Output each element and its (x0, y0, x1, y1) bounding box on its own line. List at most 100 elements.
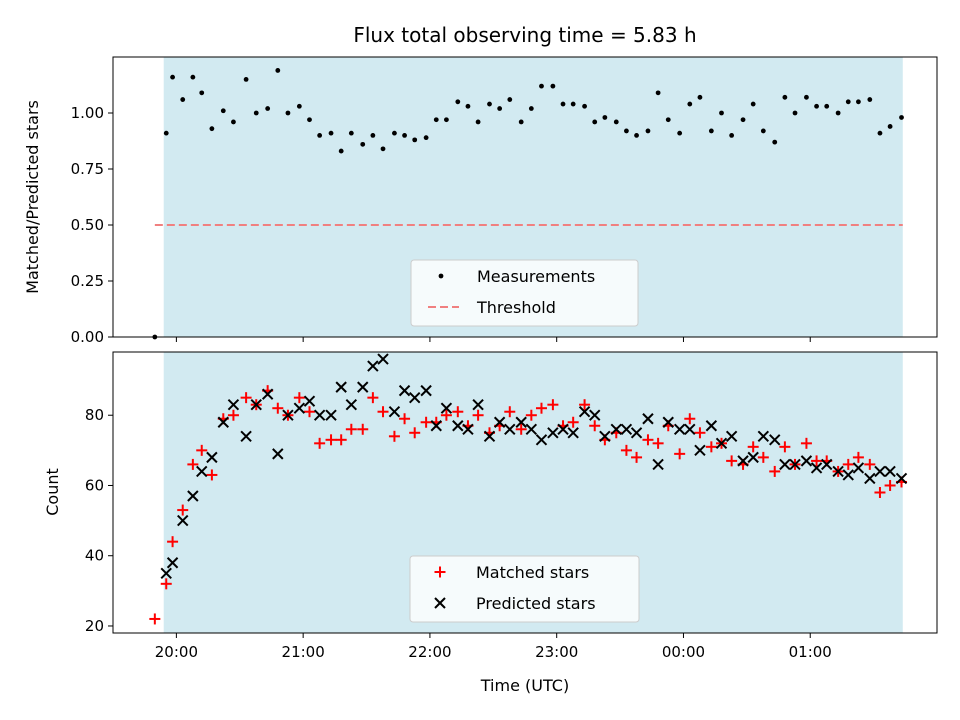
measurement-point (392, 130, 397, 136)
predicted-star-point (452, 420, 464, 432)
matched-star-point (196, 444, 208, 456)
predicted-star-point (642, 413, 654, 425)
y-tick-label: 40 (85, 547, 104, 565)
matched-star-point (705, 441, 717, 453)
legend-label: Threshold (476, 298, 556, 317)
matched-star-point (440, 409, 452, 421)
predicted-star-point (472, 398, 484, 411)
predicted-star-point (261, 388, 274, 400)
predicted-star-point (895, 472, 908, 485)
predicted-star-point (705, 420, 718, 432)
predicted-star-point (620, 423, 633, 435)
measurement-point (697, 94, 703, 100)
legend-box (409, 555, 640, 623)
matched-stars-points (149, 385, 908, 625)
predicted-star-point (409, 391, 421, 404)
y-tick-label: 0.00 (71, 328, 104, 346)
measurement-point (285, 110, 291, 116)
measurement-point (518, 119, 524, 125)
matched-star-point (272, 402, 284, 414)
matched-star-point (206, 469, 218, 481)
measurement-point (199, 90, 205, 96)
matched-star-point (160, 578, 172, 590)
measurement-point (792, 110, 798, 116)
matched-star-point (399, 413, 411, 425)
matched-star-point (800, 437, 812, 449)
predicted-star-point (377, 353, 389, 365)
y-tick-label: 1.00 (71, 104, 104, 122)
top-axes-frame (112, 56, 938, 338)
measurement-point (253, 110, 259, 116)
predicted-star-point (864, 472, 876, 485)
matched-star-point (631, 451, 643, 463)
measurement-point (570, 101, 576, 107)
matched-star-point (642, 434, 654, 446)
matched-star-point (874, 487, 886, 498)
predicted-star-point (800, 455, 813, 467)
predicted-star-point (420, 384, 432, 397)
predicted-star-point (652, 458, 664, 471)
legend-entry: Measurements (438, 267, 595, 286)
matched-star-point (842, 458, 854, 470)
top-x-ticks (175, 337, 811, 342)
matched-star-point (240, 392, 252, 404)
matched-star-point (367, 392, 379, 404)
predicted-star-point (325, 409, 337, 421)
matched-star-point (325, 434, 337, 446)
measurement-point (645, 128, 651, 134)
matched-star-point (293, 392, 305, 404)
measurement-point (750, 101, 756, 107)
y-tick-label: 20 (85, 617, 104, 635)
predicted-star-point (313, 409, 326, 421)
measurement-point (760, 128, 766, 134)
measurement-point (782, 94, 788, 100)
matched-star-point (620, 444, 632, 456)
predicted-star-point (715, 437, 728, 450)
predicted-star-point (227, 398, 240, 411)
predicted-star-point (177, 514, 189, 527)
measurement-point (560, 101, 566, 107)
bottom-y-axis-label: Count (43, 468, 62, 516)
measurement-point (772, 139, 778, 145)
matched-star-point (589, 420, 601, 432)
predicted-star-point (250, 398, 262, 411)
matched-star-point (652, 437, 664, 449)
measurement-point (814, 103, 819, 109)
predicted-star-point (725, 430, 738, 443)
predicted-star-point (662, 416, 674, 428)
predicted-star-point (525, 423, 538, 435)
bottom-x-ticks: 20:00 21:00 22:00 23:00 00:00 01:00 (155, 633, 832, 661)
measurement-point (370, 133, 376, 138)
measurement-point (740, 117, 746, 123)
legend-entry: Matched stars (434, 563, 589, 582)
top-y-axis-label: Matched/Predicted stars (23, 100, 42, 294)
matched-star-point (884, 479, 896, 491)
legend-label: Predicted stars (476, 594, 596, 613)
predicted-star-point (240, 430, 252, 443)
measurement-point (423, 135, 429, 141)
matched-star-point (177, 504, 189, 516)
top-y-ticks: 0.00 0.25 0.50 0.75 1.00 (71, 104, 113, 346)
measurement-point (296, 103, 302, 109)
predicted-star-point (293, 402, 306, 414)
predicted-star-point (335, 381, 347, 393)
x-tick-label: 20:00 (155, 643, 198, 661)
predicted-star-point (757, 430, 770, 443)
measurement-point (613, 119, 619, 125)
predicted-star-point (884, 465, 896, 478)
measurement-point (348, 130, 354, 136)
legend-entry: Predicted stars (434, 594, 596, 613)
predicted-star-point (673, 423, 686, 435)
predicted-star-point (388, 406, 401, 418)
measurement-point (845, 99, 851, 105)
predicted-star-point (272, 448, 284, 460)
predicted-star-point (440, 402, 453, 414)
measurement-point (265, 106, 271, 111)
measurement-point (455, 99, 461, 105)
predicted-star-point (610, 423, 622, 435)
measurement-point (444, 117, 449, 123)
measurement-points (152, 68, 904, 340)
measurement-point (328, 130, 334, 136)
predicted-star-point (874, 465, 886, 478)
measurement-point (180, 97, 186, 102)
